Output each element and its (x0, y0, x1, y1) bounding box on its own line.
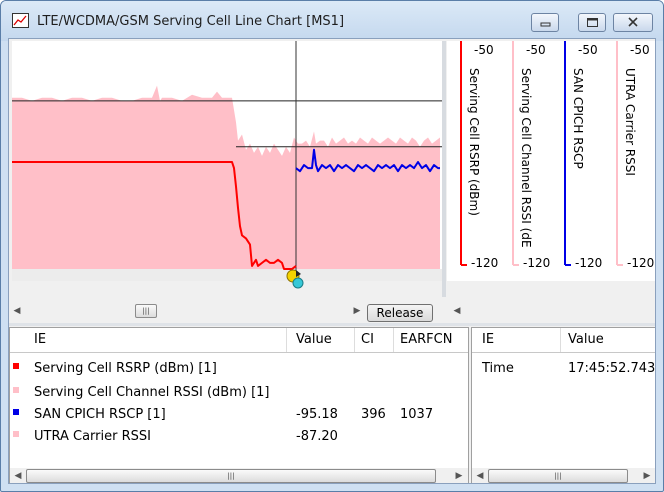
chart-client-area: -50 -120 Serving Cell RSRP (dBm) -50 -120 Ser… (8, 38, 656, 484)
ie-row-value: -95.18 (296, 407, 338, 422)
scroll-left-arrow-icon[interactable]: ◀ (13, 306, 21, 316)
ie-row-earfcn: 1037 (400, 407, 434, 422)
legend-scroll-left-arrow-icon[interactable]: ◀ (453, 306, 461, 316)
ie-row-label[interactable]: UTRA Carrier RSSI (34, 429, 151, 444)
legend-axis-min-label: -120 (471, 256, 498, 270)
series-rsrp-line (12, 161, 297, 270)
chart-horizontal-scrollbar[interactable]: ◀ ||| ▶ (9, 303, 367, 320)
series-color-swatch (13, 431, 19, 437)
legend-horizontal-scrollbar[interactable]: ◀ (449, 303, 655, 320)
series-cpich-rscp-line (295, 148, 440, 173)
legend-axis-max-label: -50 (630, 43, 650, 57)
legend-axis-max-label: -50 (578, 43, 598, 57)
legend-axis-min-label: -120 (523, 256, 550, 270)
chart-bottom-strip (12, 281, 442, 296)
time-table-header (472, 328, 655, 353)
ie-table-header (10, 328, 468, 353)
column-divider (393, 328, 394, 352)
cursor-marker[interactable] (285, 268, 305, 294)
legend-axis-min-label: -120 (627, 256, 654, 270)
line-chart-plot[interactable] (12, 41, 442, 281)
maximize-icon (587, 18, 598, 27)
panel-splitter[interactable] (9, 323, 655, 326)
ie-scroll-left-arrow-icon[interactable]: ◀ (14, 471, 22, 481)
scroll-right-arrow-icon[interactable]: ▶ (353, 306, 361, 316)
ie-scroll-right-arrow-icon[interactable]: ▶ (455, 471, 463, 481)
legend-axis-series-label: Serving Cell RSRP (dBm) (467, 68, 481, 216)
legend-axis-series-label: UTRA Carrier RSSI (623, 68, 637, 176)
ie-value-table: IE Value CI EARFCN Serving Cell RSRP (dB… (9, 327, 469, 483)
legend-axis-max-label: -50 (474, 43, 494, 57)
ie-row-ci: 396 (361, 407, 386, 422)
ie-scroll-thumb[interactable]: ||| (26, 469, 436, 483)
maximize-button[interactable] (578, 13, 606, 32)
time-row-label[interactable]: Time (482, 361, 514, 376)
minimize-button[interactable] (531, 13, 559, 32)
time-ie-column-header[interactable]: IE (482, 332, 495, 347)
ie-row-label[interactable]: Serving Cell RSRP (dBm) [1] (34, 361, 217, 376)
close-icon (628, 17, 638, 27)
title-bar[interactable]: LTE/WCDMA/GSM Serving Cell Line Chart [M… (1, 1, 663, 41)
time-table-horizontal-scrollbar[interactable]: ◀ ||| ▶ (472, 468, 655, 483)
close-button[interactable] (613, 13, 653, 32)
legend-axis-max-label: -50 (526, 43, 546, 57)
minimize-icon (540, 22, 551, 27)
time-value-column-header[interactable]: Value (568, 332, 604, 347)
value-column-header[interactable]: Value (296, 332, 332, 347)
legend-axis-min-label: -120 (575, 256, 602, 270)
scroll-thumb[interactable]: ||| (135, 304, 157, 318)
series-color-swatch (13, 363, 19, 369)
time-row-value: 17:45:52.743 (568, 361, 656, 376)
chart-legend-divider[interactable] (442, 41, 446, 297)
series-color-swatch (13, 387, 19, 393)
legend-axis-series-label: Serving Cell Channel RSSI (dE (519, 68, 533, 248)
ci-column-header[interactable]: CI (361, 332, 374, 347)
ie-row-label[interactable]: Serving Cell Channel RSSI (dBm) [1] (34, 385, 270, 400)
time-scroll-left-arrow-icon[interactable]: ◀ (476, 471, 484, 481)
ie-row-value: -87.20 (296, 429, 338, 444)
chart-legend-panel: -50 -120 Serving Cell RSRP (dBm) -50 -120 Ser… (447, 41, 655, 281)
series-channel-rssi-area (12, 85, 440, 269)
ie-table-horizontal-scrollbar[interactable]: ◀ ||| ▶ (10, 468, 468, 483)
time-scroll-right-arrow-icon[interactable]: ▶ (643, 471, 651, 481)
series-color-swatch (13, 409, 19, 415)
ie-column-header[interactable]: IE (34, 332, 47, 347)
window-title: LTE/WCDMA/GSM Serving Cell Line Chart [M… (37, 14, 345, 29)
release-button[interactable]: Release (367, 304, 433, 322)
legend-background (447, 41, 655, 281)
plot-bottom-band (12, 269, 442, 281)
earfcn-column-header[interactable]: EARFCN (400, 332, 453, 347)
line-chart-app-icon (12, 13, 29, 28)
column-divider (286, 328, 287, 352)
legend-axis-series-label: SAN CPICH RSCP (571, 68, 585, 169)
time-scroll-thumb[interactable]: ||| (488, 469, 628, 483)
column-divider (560, 328, 561, 352)
ie-row-label[interactable]: SAN CPICH RSCP [1] (34, 407, 166, 422)
column-divider (354, 328, 355, 352)
time-value-table: IE Value Time 17:45:52.743 ◀ ||| ▶ (471, 327, 656, 483)
